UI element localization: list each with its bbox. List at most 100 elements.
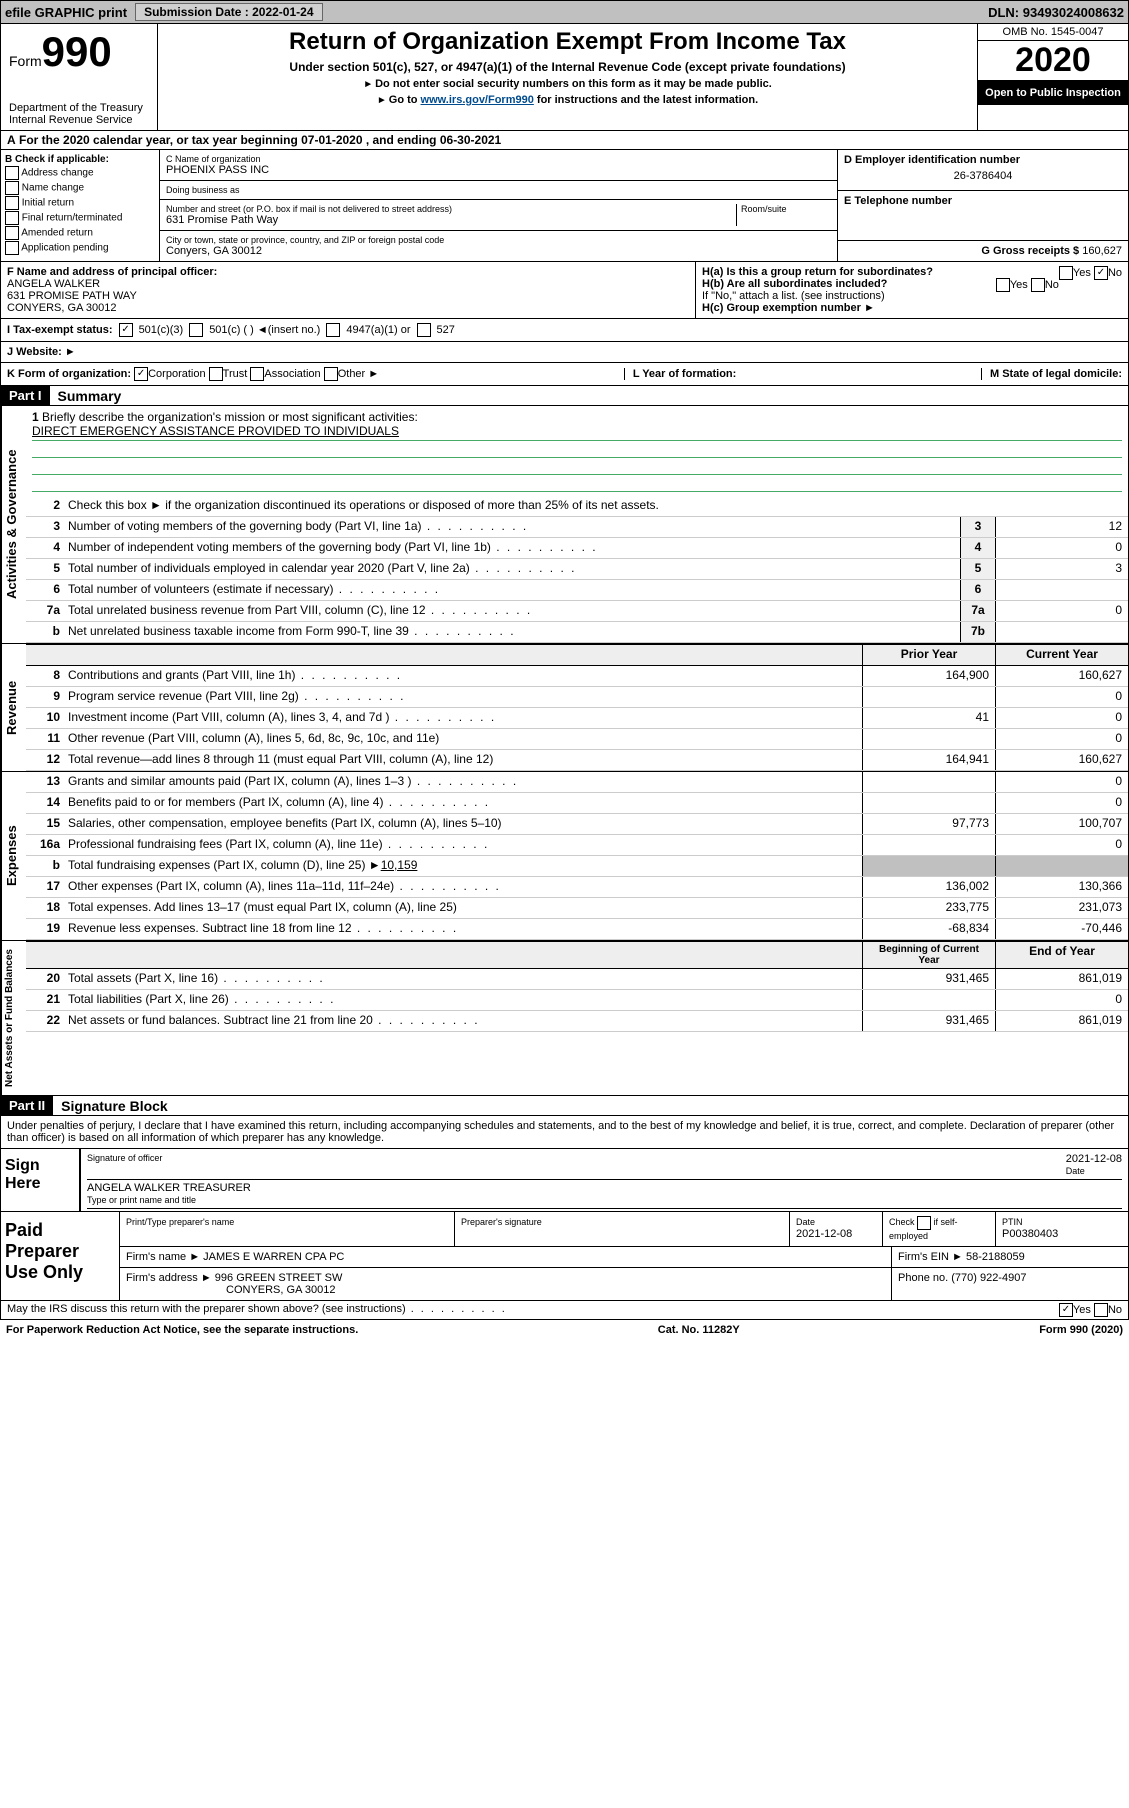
preparer-section: Paid Preparer Use Only Print/Type prepar…	[0, 1212, 1129, 1301]
firm-ein: 58-2188059	[966, 1251, 1025, 1263]
discuss-yes[interactable]: ✓	[1059, 1303, 1073, 1317]
cb-association[interactable]	[250, 367, 264, 381]
ha-no[interactable]: ✓	[1094, 266, 1108, 280]
l7a-val: 0	[995, 601, 1128, 621]
l16a-desc: Professional fundraising fees (Part IX, …	[64, 835, 862, 855]
cb-501c[interactable]	[189, 323, 203, 337]
cb-501c3[interactable]: ✓	[119, 323, 133, 337]
prep-ptin: P00380403	[1002, 1228, 1058, 1240]
l3-val: 12	[995, 517, 1128, 537]
gross-receipts-label: G Gross receipts $	[981, 245, 1079, 257]
firm-phone-label: Phone no.	[898, 1272, 948, 1284]
cb-name-change[interactable]: Name change	[5, 181, 155, 195]
footer-mid: Cat. No. 11282Y	[658, 1324, 740, 1336]
open-public: Open to Public Inspection	[978, 81, 1128, 105]
l15-prior: 97,773	[862, 814, 995, 834]
l13-desc: Grants and similar amounts paid (Part IX…	[64, 772, 862, 792]
form990-link[interactable]: www.irs.gov/Form990	[421, 94, 534, 106]
submission-date-btn[interactable]: Submission Date : 2022-01-24	[135, 3, 322, 21]
hb-label: H(b) Are all subordinates included?	[702, 278, 887, 290]
omb-number: OMB No. 1545-0047	[978, 24, 1128, 41]
firm-addr1: 996 GREEN STREET SW	[215, 1272, 343, 1284]
l19-curr: -70,446	[995, 919, 1128, 939]
gross-receipts-value: 160,627	[1082, 245, 1122, 257]
firm-ein-label: Firm's EIN ►	[898, 1251, 963, 1263]
hb-yes[interactable]	[996, 278, 1010, 292]
l21-end: 0	[995, 990, 1128, 1010]
hb-no[interactable]	[1031, 278, 1045, 292]
submission-date-value: 2022-01-24	[252, 5, 313, 19]
sig-officer-name: ANGELA WALKER TREASURER	[87, 1182, 251, 1194]
org-city: Conyers, GA 30012	[166, 245, 831, 257]
l6-desc: Total number of volunteers (estimate if …	[64, 580, 960, 600]
sig-officer-label: Signature of officer	[87, 1153, 162, 1177]
dln: DLN: 93493024008632	[988, 5, 1124, 20]
l11-prior	[862, 729, 995, 749]
sign-here-label: Sign Here	[1, 1149, 81, 1211]
hdr-beg: Beginning of Current Year	[862, 942, 995, 968]
l5-val: 3	[995, 559, 1128, 579]
l9-desc: Program service revenue (Part VIII, line…	[64, 687, 862, 707]
cb-application-pending[interactable]: Application pending	[5, 241, 155, 255]
section-c: C Name of organization PHOENIX PASS INC …	[160, 150, 837, 261]
footer-left: For Paperwork Reduction Act Notice, see …	[6, 1324, 358, 1336]
city-label: City or town, state or province, country…	[166, 235, 831, 245]
officer-addr2: CONYERS, GA 30012	[7, 302, 116, 314]
firm-label: Firm's name ►	[126, 1251, 200, 1263]
tax-year: 2020	[978, 41, 1128, 81]
cb-trust[interactable]	[209, 367, 223, 381]
l14-curr: 0	[995, 793, 1128, 813]
l10-prior: 41	[862, 708, 995, 728]
l21-desc: Total liabilities (Part X, line 26)	[64, 990, 862, 1010]
cb-other[interactable]	[324, 367, 338, 381]
org-name-label: C Name of organization	[166, 154, 831, 164]
l22-desc: Net assets or fund balances. Subtract li…	[64, 1011, 862, 1031]
hc-label: H(c) Group exemption number ►	[702, 302, 875, 314]
cb-final-return[interactable]: Final return/terminated	[5, 211, 155, 225]
section-fh: F Name and address of principal officer:…	[0, 262, 1129, 319]
l13-curr: 0	[995, 772, 1128, 792]
part2-bar: Part II Signature Block	[0, 1096, 1129, 1116]
l16b-val: 10,159	[381, 858, 418, 872]
cb-address-change[interactable]: Address change	[5, 166, 155, 180]
submission-date-label: Submission Date :	[144, 5, 252, 19]
part1-title: Summary	[50, 388, 122, 404]
hdr-prior: Prior Year	[862, 645, 995, 665]
form-title: Return of Organization Exempt From Incom…	[166, 28, 969, 56]
ein-label: D Employer identification number	[844, 154, 1020, 166]
l7b-val	[995, 622, 1128, 642]
l19-desc: Revenue less expenses. Subtract line 18 …	[64, 919, 862, 939]
section-deg: D Employer identification number 26-3786…	[837, 150, 1128, 261]
hdr-end: End of Year	[995, 942, 1128, 968]
l12-curr: 160,627	[995, 750, 1128, 770]
cb-527[interactable]	[417, 323, 431, 337]
l5-desc: Total number of individuals employed in …	[64, 559, 960, 579]
form-number-box: Form990 Department of the Treasury Inter…	[1, 24, 158, 130]
ha-yes[interactable]	[1059, 266, 1073, 280]
discuss-no[interactable]	[1094, 1303, 1108, 1317]
netassets-section: Net Assets or Fund Balances Beginning of…	[0, 941, 1129, 1096]
cb-4947[interactable]	[326, 323, 340, 337]
signature-section: Under penalties of perjury, I declare th…	[0, 1116, 1129, 1212]
cb-initial-return[interactable]: Initial return	[5, 196, 155, 210]
l3-desc: Number of voting members of the governin…	[64, 517, 960, 537]
line1: 1 Briefly describe the organization's mi…	[26, 406, 1128, 496]
part1-num: Part I	[1, 386, 50, 405]
cb-amended-return[interactable]: Amended return	[5, 226, 155, 240]
state-domicile-label: M State of legal domicile:	[990, 368, 1122, 380]
efile-label: efile GRAPHIC print	[5, 5, 127, 20]
discuss-q: May the IRS discuss this return with the…	[7, 1303, 507, 1317]
l22-end: 861,019	[995, 1011, 1128, 1031]
l17-desc: Other expenses (Part IX, column (A), lin…	[64, 877, 862, 897]
l8-curr: 160,627	[995, 666, 1128, 686]
revenue-section: Revenue Prior YearCurrent Year 8Contribu…	[0, 644, 1129, 772]
cb-corporation[interactable]: ✓	[134, 367, 148, 381]
prep-h4a: Check	[889, 1217, 915, 1227]
cb-self-employed[interactable]	[917, 1216, 931, 1230]
l4-desc: Number of independent voting members of …	[64, 538, 960, 558]
section-klm: K Form of organization: ✓Corporation Tru…	[0, 363, 1129, 386]
mission-text: DIRECT EMERGENCY ASSISTANCE PROVIDED TO …	[32, 424, 1122, 441]
l19-prior: -68,834	[862, 919, 995, 939]
l12-desc: Total revenue—add lines 8 through 11 (mu…	[64, 750, 862, 770]
l16b-shade1	[862, 856, 995, 876]
